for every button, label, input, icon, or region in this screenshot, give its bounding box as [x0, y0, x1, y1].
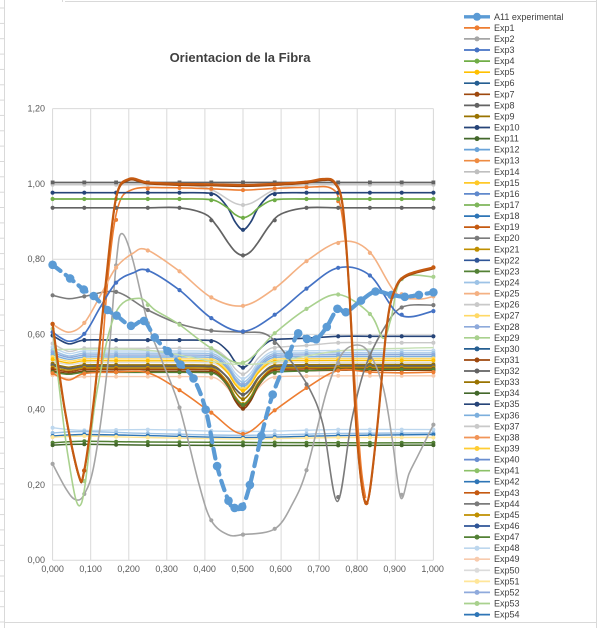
svg-text:Exp34: Exp34: [494, 388, 520, 398]
svg-text:Exp47: Exp47: [494, 532, 520, 542]
svg-text:0,00: 0,00: [27, 555, 45, 565]
svg-text:Exp11: Exp11: [494, 134, 519, 144]
svg-text:Exp6: Exp6: [494, 78, 515, 88]
svg-text:0,300: 0,300: [155, 564, 178, 574]
svg-text:Exp14: Exp14: [494, 167, 520, 177]
svg-text:Exp53: Exp53: [494, 599, 520, 609]
svg-text:Exp31: Exp31: [494, 355, 520, 365]
svg-text:Exp33: Exp33: [494, 377, 520, 387]
svg-text:Exp32: Exp32: [494, 366, 520, 376]
svg-text:Exp4: Exp4: [494, 56, 515, 66]
svg-text:Exp7: Exp7: [494, 89, 515, 99]
svg-text:Exp45: Exp45: [494, 510, 520, 520]
svg-text:0,20: 0,20: [27, 480, 45, 490]
svg-text:Exp13: Exp13: [494, 156, 520, 166]
svg-text:0,40: 0,40: [27, 405, 45, 415]
svg-text:Exp46: Exp46: [494, 521, 520, 531]
svg-text:Exp54: Exp54: [494, 610, 520, 620]
svg-text:Exp44: Exp44: [494, 499, 520, 509]
svg-text:Exp16: Exp16: [494, 189, 520, 199]
svg-text:Exp2: Exp2: [494, 34, 515, 44]
svg-text:Exp24: Exp24: [494, 278, 520, 288]
svg-text:Exp18: Exp18: [494, 211, 520, 221]
svg-text:Exp48: Exp48: [494, 543, 520, 553]
svg-text:Exp12: Exp12: [494, 145, 520, 155]
svg-text:Orientacion de la Fibra: Orientacion de la Fibra: [170, 50, 312, 65]
svg-text:Exp27: Exp27: [494, 311, 520, 321]
svg-text:Exp51: Exp51: [494, 576, 520, 586]
svg-text:Exp28: Exp28: [494, 322, 520, 332]
svg-text:0,000: 0,000: [41, 564, 64, 574]
svg-text:Exp15: Exp15: [494, 178, 520, 188]
svg-text:Exp21: Exp21: [494, 244, 520, 254]
svg-text:0,400: 0,400: [193, 564, 216, 574]
svg-text:Exp40: Exp40: [494, 455, 520, 465]
svg-text:Exp5: Exp5: [494, 67, 515, 77]
svg-text:0,60: 0,60: [27, 329, 45, 339]
svg-text:Exp50: Exp50: [494, 565, 520, 575]
svg-text:Exp35: Exp35: [494, 399, 520, 409]
svg-text:Exp37: Exp37: [494, 421, 520, 431]
svg-text:0,600: 0,600: [269, 564, 292, 574]
svg-text:Exp49: Exp49: [494, 554, 520, 564]
svg-text:1,20: 1,20: [27, 104, 45, 114]
svg-text:A11 experimental: A11 experimental: [494, 12, 563, 22]
svg-text:0,100: 0,100: [79, 564, 102, 574]
svg-text:0,200: 0,200: [117, 564, 140, 574]
svg-text:Exp23: Exp23: [494, 266, 520, 276]
svg-text:Exp38: Exp38: [494, 433, 520, 443]
svg-text:Exp41: Exp41: [494, 466, 520, 476]
svg-text:Exp29: Exp29: [494, 333, 520, 343]
svg-text:Exp8: Exp8: [494, 100, 515, 110]
svg-text:Exp36: Exp36: [494, 410, 520, 420]
svg-text:Exp20: Exp20: [494, 233, 520, 243]
svg-text:0,500: 0,500: [231, 564, 254, 574]
svg-text:Exp17: Exp17: [494, 200, 520, 210]
svg-text:0,700: 0,700: [307, 564, 330, 574]
svg-text:Exp9: Exp9: [494, 111, 515, 121]
svg-text:0,800: 0,800: [345, 564, 368, 574]
svg-text:0,80: 0,80: [27, 254, 45, 264]
svg-text:1,000: 1,000: [421, 564, 444, 574]
svg-text:Exp39: Exp39: [494, 444, 520, 454]
svg-text:Exp25: Exp25: [494, 289, 520, 299]
svg-text:Exp30: Exp30: [494, 344, 520, 354]
svg-text:Exp43: Exp43: [494, 488, 520, 498]
svg-text:0,900: 0,900: [383, 564, 406, 574]
svg-text:Exp1: Exp1: [494, 23, 515, 33]
svg-text:Exp52: Exp52: [494, 587, 520, 597]
svg-text:1,00: 1,00: [27, 179, 45, 189]
svg-text:Exp19: Exp19: [494, 222, 520, 232]
svg-text:Exp22: Exp22: [494, 255, 520, 265]
svg-text:Exp3: Exp3: [494, 45, 515, 55]
svg-text:Exp10: Exp10: [494, 123, 520, 133]
svg-text:Exp26: Exp26: [494, 300, 520, 310]
svg-text:Exp42: Exp42: [494, 477, 520, 487]
